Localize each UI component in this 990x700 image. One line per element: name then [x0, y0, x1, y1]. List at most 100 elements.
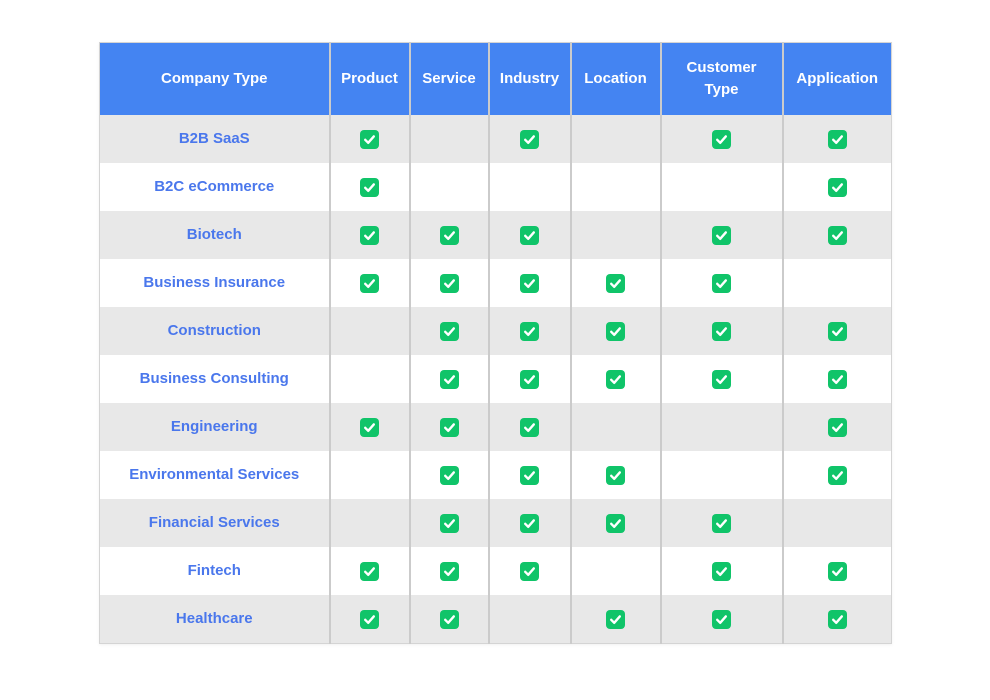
check-icon [827, 129, 847, 149]
check-icon [827, 609, 847, 629]
check-cell [409, 259, 490, 307]
check-icon [827, 321, 847, 341]
check-icon [606, 321, 625, 341]
empty-cell [570, 211, 662, 259]
table-row: Engineering [99, 403, 892, 451]
check-icon [520, 273, 539, 293]
check-cell [660, 499, 784, 547]
check-cell [329, 403, 411, 451]
check-cell [488, 547, 572, 595]
table-row: Construction [99, 307, 892, 355]
check-cell [782, 163, 892, 211]
check-cell [570, 355, 662, 403]
check-cell [782, 403, 892, 451]
check-icon [827, 561, 847, 581]
check-icon [439, 465, 459, 485]
check-icon [439, 417, 459, 437]
check-icon [520, 321, 539, 341]
check-cell [782, 355, 892, 403]
check-cell [570, 595, 662, 644]
check-icon [827, 465, 847, 485]
column-header-label: Service [422, 69, 476, 87]
check-icon [360, 273, 379, 293]
check-icon [439, 321, 459, 341]
column-header-company-type: Company Type [99, 42, 331, 115]
column-header-label: Industry [499, 69, 560, 87]
check-cell [570, 307, 662, 355]
check-cell [329, 211, 411, 259]
check-cell [409, 547, 490, 595]
check-cell [782, 547, 892, 595]
check-icon [360, 225, 379, 245]
check-icon [606, 609, 625, 629]
empty-cell [570, 163, 662, 211]
check-icon [827, 177, 847, 197]
check-icon [439, 609, 459, 629]
check-icon [360, 129, 379, 149]
check-icon [520, 513, 539, 533]
column-header-customer-type: Customer Type [660, 42, 784, 115]
check-icon [712, 225, 731, 245]
table-row: B2C eCommerce [99, 163, 892, 211]
company-type-cell: Construction [99, 307, 331, 355]
check-cell [782, 595, 892, 644]
table-row: Financial Services [99, 499, 892, 547]
check-cell [782, 211, 892, 259]
check-icon [360, 609, 379, 629]
company-type-label: Biotech [186, 226, 242, 243]
empty-cell [409, 163, 490, 211]
empty-cell [570, 115, 662, 163]
check-icon [360, 417, 379, 437]
company-type-label: B2B SaaS [178, 130, 250, 147]
check-cell [488, 355, 572, 403]
column-header-label: Company Type [161, 69, 268, 87]
company-type-cell: Engineering [99, 403, 331, 451]
check-cell [409, 355, 490, 403]
empty-cell [782, 259, 892, 307]
table-row: Business Insurance [99, 259, 892, 307]
company-type-cell: Financial Services [99, 499, 331, 547]
company-type-cell: Healthcare [99, 595, 331, 644]
empty-cell [488, 163, 572, 211]
check-cell [488, 115, 572, 163]
company-type-cell: B2B SaaS [99, 115, 331, 163]
check-cell [409, 211, 490, 259]
table-header: Company Type Product Service Industry Locati… [99, 42, 892, 115]
company-type-cell: B2C eCommerce [99, 163, 331, 211]
empty-cell [660, 451, 784, 499]
check-cell [570, 259, 662, 307]
column-header-service: Service [409, 42, 490, 115]
check-cell [660, 115, 784, 163]
check-icon [712, 513, 731, 533]
check-icon [520, 129, 539, 149]
check-cell [488, 307, 572, 355]
column-header-industry: Industry [488, 42, 572, 115]
empty-cell [660, 403, 784, 451]
check-cell [570, 451, 662, 499]
check-cell [409, 595, 490, 644]
table-row: Environmental Services [99, 451, 892, 499]
company-type-label: Engineering [170, 418, 258, 435]
check-icon [439, 225, 459, 245]
check-icon [712, 273, 731, 293]
company-type-label: Fintech [187, 562, 241, 579]
company-type-label: Financial Services [148, 514, 280, 531]
company-type-label: Business Insurance [143, 274, 286, 291]
check-cell [329, 547, 411, 595]
check-icon [606, 513, 625, 533]
column-header-location: Location [570, 42, 662, 115]
company-type-cell: Fintech [99, 547, 331, 595]
company-type-cell: Environmental Services [99, 451, 331, 499]
check-cell [660, 211, 784, 259]
check-cell [488, 499, 572, 547]
empty-cell [329, 451, 411, 499]
check-cell [660, 307, 784, 355]
check-cell [488, 211, 572, 259]
company-type-label: B2C eCommerce [154, 178, 275, 195]
check-cell [329, 595, 411, 644]
column-header-application: Application [782, 42, 892, 115]
check-icon [520, 561, 539, 581]
check-icon [827, 225, 847, 245]
check-cell [782, 115, 892, 163]
company-type-cell: Business Consulting [99, 355, 331, 403]
